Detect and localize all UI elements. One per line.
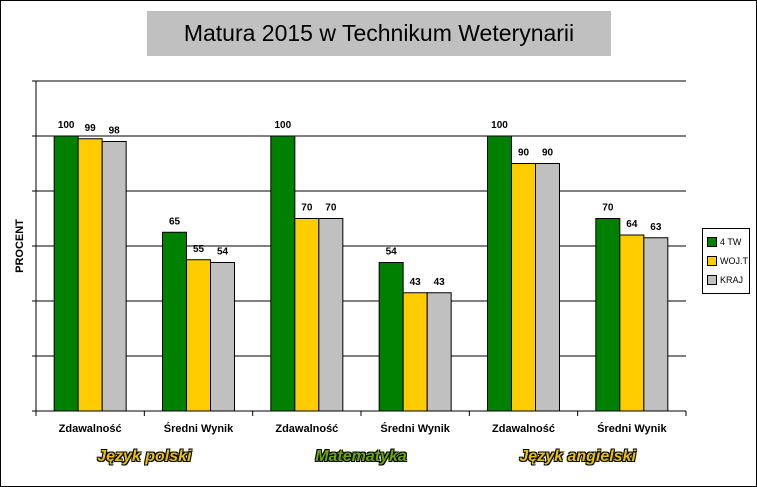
legend-label: 4 TW — [720, 237, 742, 247]
data-label: 70 — [602, 203, 614, 214]
bar — [595, 218, 621, 412]
bar — [619, 234, 645, 412]
bar — [487, 135, 512, 412]
data-label: 98 — [109, 126, 121, 137]
data-label: 55 — [193, 244, 205, 255]
data-label: 54 — [217, 247, 229, 258]
data-label: 100 — [274, 120, 291, 131]
y-axis-label: PROCENT — [14, 219, 26, 273]
bar — [511, 163, 536, 412]
data-label: 100 — [58, 120, 75, 131]
data-label: 70 — [301, 203, 313, 214]
legend-swatch — [707, 256, 717, 266]
x-tick-label: Zdawalność — [59, 423, 122, 435]
data-label: 43 — [434, 277, 446, 288]
group-label: Język polski — [97, 448, 192, 465]
legend-item: WOJ.T — [707, 255, 748, 267]
data-label: 70 — [325, 203, 337, 214]
bar — [402, 292, 428, 412]
bar — [270, 135, 296, 412]
data-label: 90 — [518, 148, 530, 159]
x-tick-label: Średni Wynik — [164, 422, 234, 435]
data-label: 100 — [491, 120, 508, 131]
chart-title: Matura 2015 w Technikum Weterynarii — [183, 20, 575, 46]
data-label: 63 — [650, 222, 662, 233]
data-label: 99 — [85, 123, 97, 134]
x-tick-label: Średni Wynik — [380, 422, 450, 435]
legend-item: KRAJ — [707, 274, 743, 286]
legend-label: KRAJ — [720, 275, 744, 285]
bar — [294, 218, 320, 412]
x-tick-label: Średni Wynik — [597, 422, 667, 435]
data-label: 64 — [626, 219, 638, 230]
data-label: 54 — [386, 247, 398, 258]
bar — [426, 292, 452, 412]
bar — [101, 141, 127, 412]
legend: 4 TW WOJ.T KRAJ — [702, 228, 750, 294]
data-label: 65 — [169, 216, 181, 227]
bar — [318, 218, 344, 412]
group-label: Matematyka — [315, 448, 407, 465]
legend-item: 4 TW — [707, 236, 741, 248]
x-tick-label: Zdawalność — [492, 423, 555, 435]
bar — [186, 259, 211, 412]
bar — [53, 135, 79, 412]
legend-label: WOJ.T — [720, 256, 748, 266]
x-tick-label: Zdawalność — [275, 423, 338, 435]
data-label: 43 — [410, 277, 422, 288]
bar — [535, 163, 560, 412]
bar — [210, 262, 235, 412]
legend-swatch — [707, 237, 717, 247]
bar — [162, 231, 187, 412]
data-label: 90 — [542, 148, 554, 159]
bar — [77, 138, 103, 412]
bar — [643, 237, 669, 412]
group-label: Język angielski — [519, 448, 636, 465]
bar — [378, 262, 404, 412]
legend-swatch — [707, 275, 717, 285]
chart-title-box: Matura 2015 w Technikum Weterynarii — [147, 11, 611, 56]
